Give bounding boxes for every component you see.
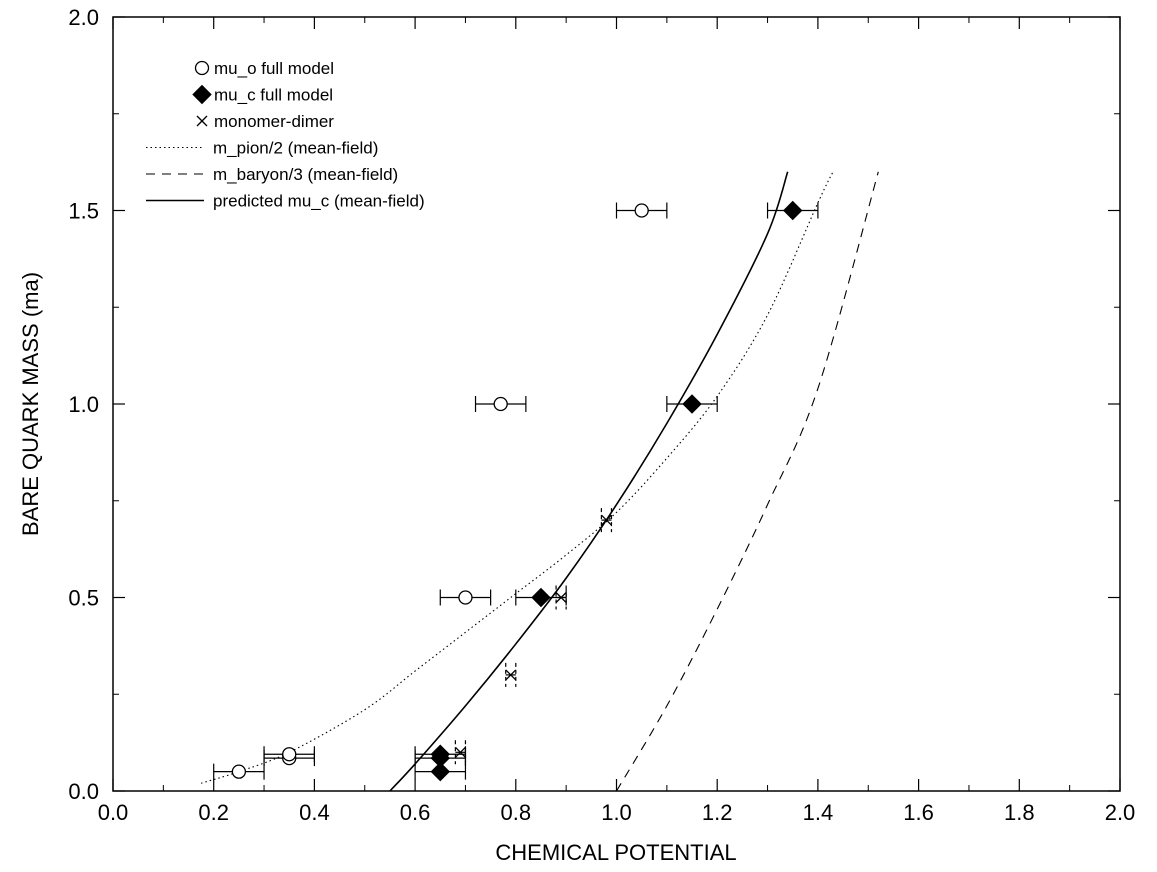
x-tick-label: 1.0: [601, 800, 632, 825]
legend-label: m_baryon/3 (mean-field): [213, 165, 398, 184]
data-point-s0-5: [615, 202, 668, 219]
legend-label: predicted mu_c (mean-field): [213, 192, 425, 211]
marker: [282, 747, 297, 762]
y-tick-label: 1.0: [68, 392, 99, 417]
x-tick-label: 0.4: [299, 800, 330, 825]
marker: [600, 514, 612, 526]
legend-item: m_baryon/3 (mean-field): [146, 165, 398, 184]
x-tick-label: 1.2: [702, 800, 733, 825]
curves: [200, 171, 879, 792]
marker: [458, 590, 473, 605]
marker: [783, 200, 803, 221]
cross-stroke: [505, 669, 517, 681]
marker: [505, 669, 517, 681]
tick-labels: 0.0 0.2 0.4 0.6 0.8 1.0 1.2 1.4 1.6 1.8 2.0 0.0 0.5 1…: [68, 5, 1135, 825]
cross-stroke: [600, 514, 612, 526]
series-curve-4: [616, 171, 879, 792]
marker: [493, 396, 508, 412]
marker: [531, 587, 551, 608]
marker: [454, 746, 466, 758]
data-point-s2-1: [505, 662, 517, 687]
legend-item: predicted mu_c (mean-field): [146, 192, 425, 211]
y-tick-label: 2.0: [68, 5, 99, 30]
data-point-s0-4: [474, 396, 527, 412]
x-tick-label: 0.8: [501, 800, 532, 825]
legend-item: m_pion/2 (mean-field): [146, 139, 378, 158]
x-tick-label: 0.6: [400, 800, 431, 825]
legend-label: mu_o full model: [214, 59, 334, 78]
marker: [430, 761, 450, 782]
x-tick-label: 0.0: [98, 800, 129, 825]
marker: [555, 592, 567, 603]
data-markers: [213, 200, 819, 782]
data-point-s0-3: [439, 589, 492, 606]
data-point-s2-2: [555, 585, 567, 610]
data-point-s1-4: [666, 394, 718, 414]
data-point-s2-0: [454, 740, 467, 765]
data-point-s0-0: [213, 763, 265, 780]
legend-swatch: [194, 60, 210, 76]
x-tick-label: 1.4: [803, 800, 834, 825]
x-tick-label: 1.6: [903, 800, 934, 825]
cross-stroke: [454, 746, 466, 758]
legend-item: mu_c full model: [192, 84, 333, 105]
legend-swatch: [192, 84, 212, 105]
marker: [430, 744, 450, 764]
series-curve-3: [200, 171, 834, 784]
legend-label: m_pion/2 (mean-field): [213, 139, 378, 158]
legend-item: monomer-dimer: [196, 112, 334, 131]
y-axis-label: BARE QUARK MASS (ma): [18, 272, 43, 536]
legend-label: monomer-dimer: [214, 112, 334, 131]
marker: [231, 764, 247, 779]
data-point-s1-5: [766, 200, 819, 221]
data-point-s2-3: [600, 508, 613, 533]
data-point-s1-2: [414, 744, 467, 764]
series-curve-5: [389, 171, 789, 792]
plot-frame: [112, 16, 1121, 792]
data-point-s0-2: [263, 746, 315, 763]
x-tick-label: 2.0: [1105, 800, 1136, 825]
legend: mu_o full model mu_c full model monomer-di…: [146, 59, 425, 211]
y-tick-label: 0.5: [68, 586, 99, 611]
x-tick-label: 1.8: [1004, 800, 1035, 825]
y-tick-label: 1.5: [68, 199, 99, 224]
marker: [682, 394, 702, 414]
legend-swatch: [196, 115, 208, 127]
x-axis-label: CHEMICAL POTENTIAL: [495, 840, 736, 865]
data-point-s1-0: [414, 761, 467, 782]
legend-item: mu_o full model: [194, 59, 334, 78]
legend-label: mu_c full model: [214, 86, 333, 105]
y-tick-label: 0.0: [68, 779, 99, 804]
cross-stroke: [555, 592, 567, 603]
x-tick-label: 0.2: [198, 800, 229, 825]
marker: [634, 203, 649, 218]
cross-stroke: [196, 115, 208, 127]
axis-ticks: [112, 16, 1121, 792]
